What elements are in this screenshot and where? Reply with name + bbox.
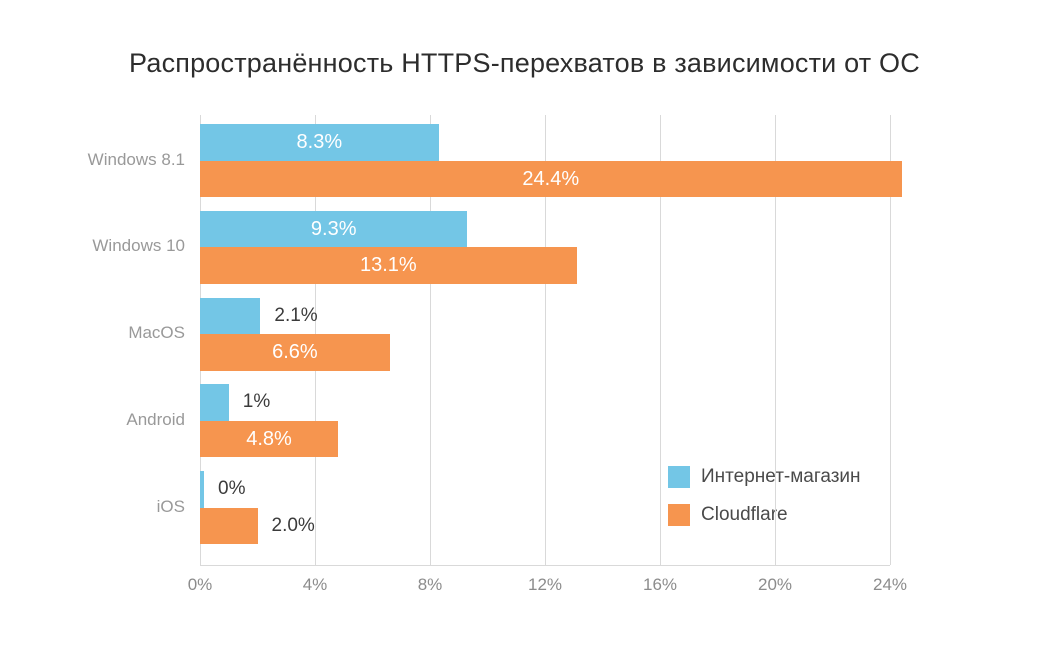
- bar-blue: [200, 384, 229, 421]
- legend-swatch-blue-icon: [668, 466, 690, 488]
- category-label: MacOS: [128, 323, 185, 342]
- bar-value-label: 2.0%: [271, 514, 315, 536]
- bar-value-label: 1%: [242, 391, 271, 413]
- bar-blue: [200, 471, 204, 508]
- bar-blue: [200, 210, 468, 248]
- bar-orange: [200, 507, 258, 544]
- category-label: Windows 8.1: [87, 149, 185, 169]
- bar-value-label: 2.1%: [274, 304, 318, 326]
- legend-label-cloudflare: Cloudflare: [701, 504, 788, 525]
- category-label: iOS: [156, 496, 185, 516]
- bar-value-label: 13.1%: [359, 254, 417, 277]
- category-label: Android: [126, 409, 185, 429]
- gridline: [430, 115, 431, 565]
- x-axis-tick-label: 24%: [872, 575, 908, 594]
- bar-value-label: 4.8%: [246, 427, 292, 450]
- gridline: [775, 115, 776, 565]
- bar-value-label: 9.3%: [310, 217, 357, 240]
- bar-value-label: 6.6%: [272, 341, 318, 363]
- x-axis-line: [200, 565, 890, 566]
- x-axis-tick-label: 4%: [302, 575, 328, 594]
- x-axis-tick-label: 8%: [417, 575, 443, 594]
- chart-title: Распространённость HTTPS-перехватов в за…: [129, 48, 920, 78]
- bar-orange: [200, 334, 390, 371]
- x-axis-tick-label: 20%: [757, 575, 793, 594]
- gridline: [890, 115, 891, 565]
- legend-item-cloudflare: Cloudflare: [668, 504, 861, 526]
- x-axis-tick-label: 0%: [187, 575, 213, 594]
- bar-value-label: 0%: [218, 478, 246, 499]
- legend-label-internet-shop: Интернет-магазин: [701, 466, 861, 487]
- legend-swatch-orange-icon: [668, 504, 690, 526]
- bar-orange: [200, 420, 338, 458]
- legend: Интернет-магазин Cloudflare: [668, 466, 861, 542]
- bar-orange: [200, 247, 577, 284]
- bar-value-label: 8.3%: [296, 131, 343, 153]
- bar-orange: [200, 160, 902, 197]
- gridline: [660, 115, 661, 565]
- x-axis-tick-label: 12%: [527, 575, 563, 594]
- bar-blue: [200, 297, 261, 334]
- legend-item-internet-shop: Интернет-магазин: [668, 466, 861, 488]
- bar-value-label: 24.4%: [522, 167, 580, 190]
- category-label: Windows 10: [92, 236, 185, 256]
- x-axis-tick-label: 16%: [642, 575, 678, 594]
- gridline: [545, 115, 546, 565]
- bar-blue: [200, 124, 439, 161]
